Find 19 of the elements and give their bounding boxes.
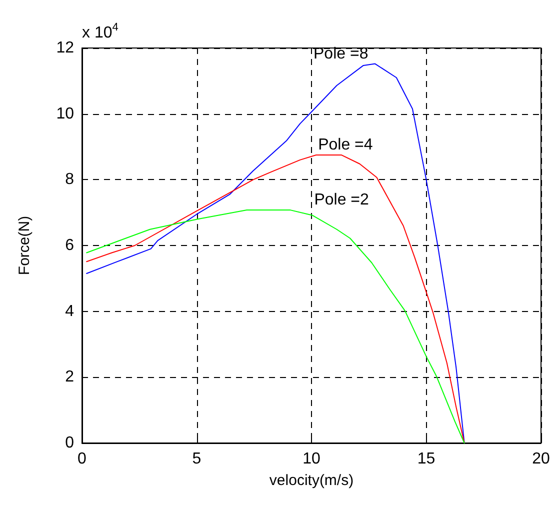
y-tick-label: 12 [56,40,74,56]
x-tick-label: 5 [192,450,202,468]
series-label: Pole =4 [318,136,373,154]
line-series [86,154,465,444]
y-axis-title: Force(N) [16,216,33,276]
y-tick-label: 0 [65,434,74,452]
y-tick-label: 2 [65,368,74,386]
x-tick-label: 0 [78,450,87,468]
line-series [86,63,465,444]
x-axis-title: velocity(m/s) [269,472,354,489]
line-series [86,209,465,444]
x-tick-label: 20 [532,450,550,468]
x-tick-label: 15 [417,450,436,468]
x-tick-label: 10 [302,450,320,468]
y-tick-label: 10 [56,105,74,122]
series-label: Pole =2 [314,191,369,208]
y-tick-label: 8 [65,171,74,188]
y-tick-label: 4 [65,302,74,320]
y-tick-label: 6 [65,237,74,254]
